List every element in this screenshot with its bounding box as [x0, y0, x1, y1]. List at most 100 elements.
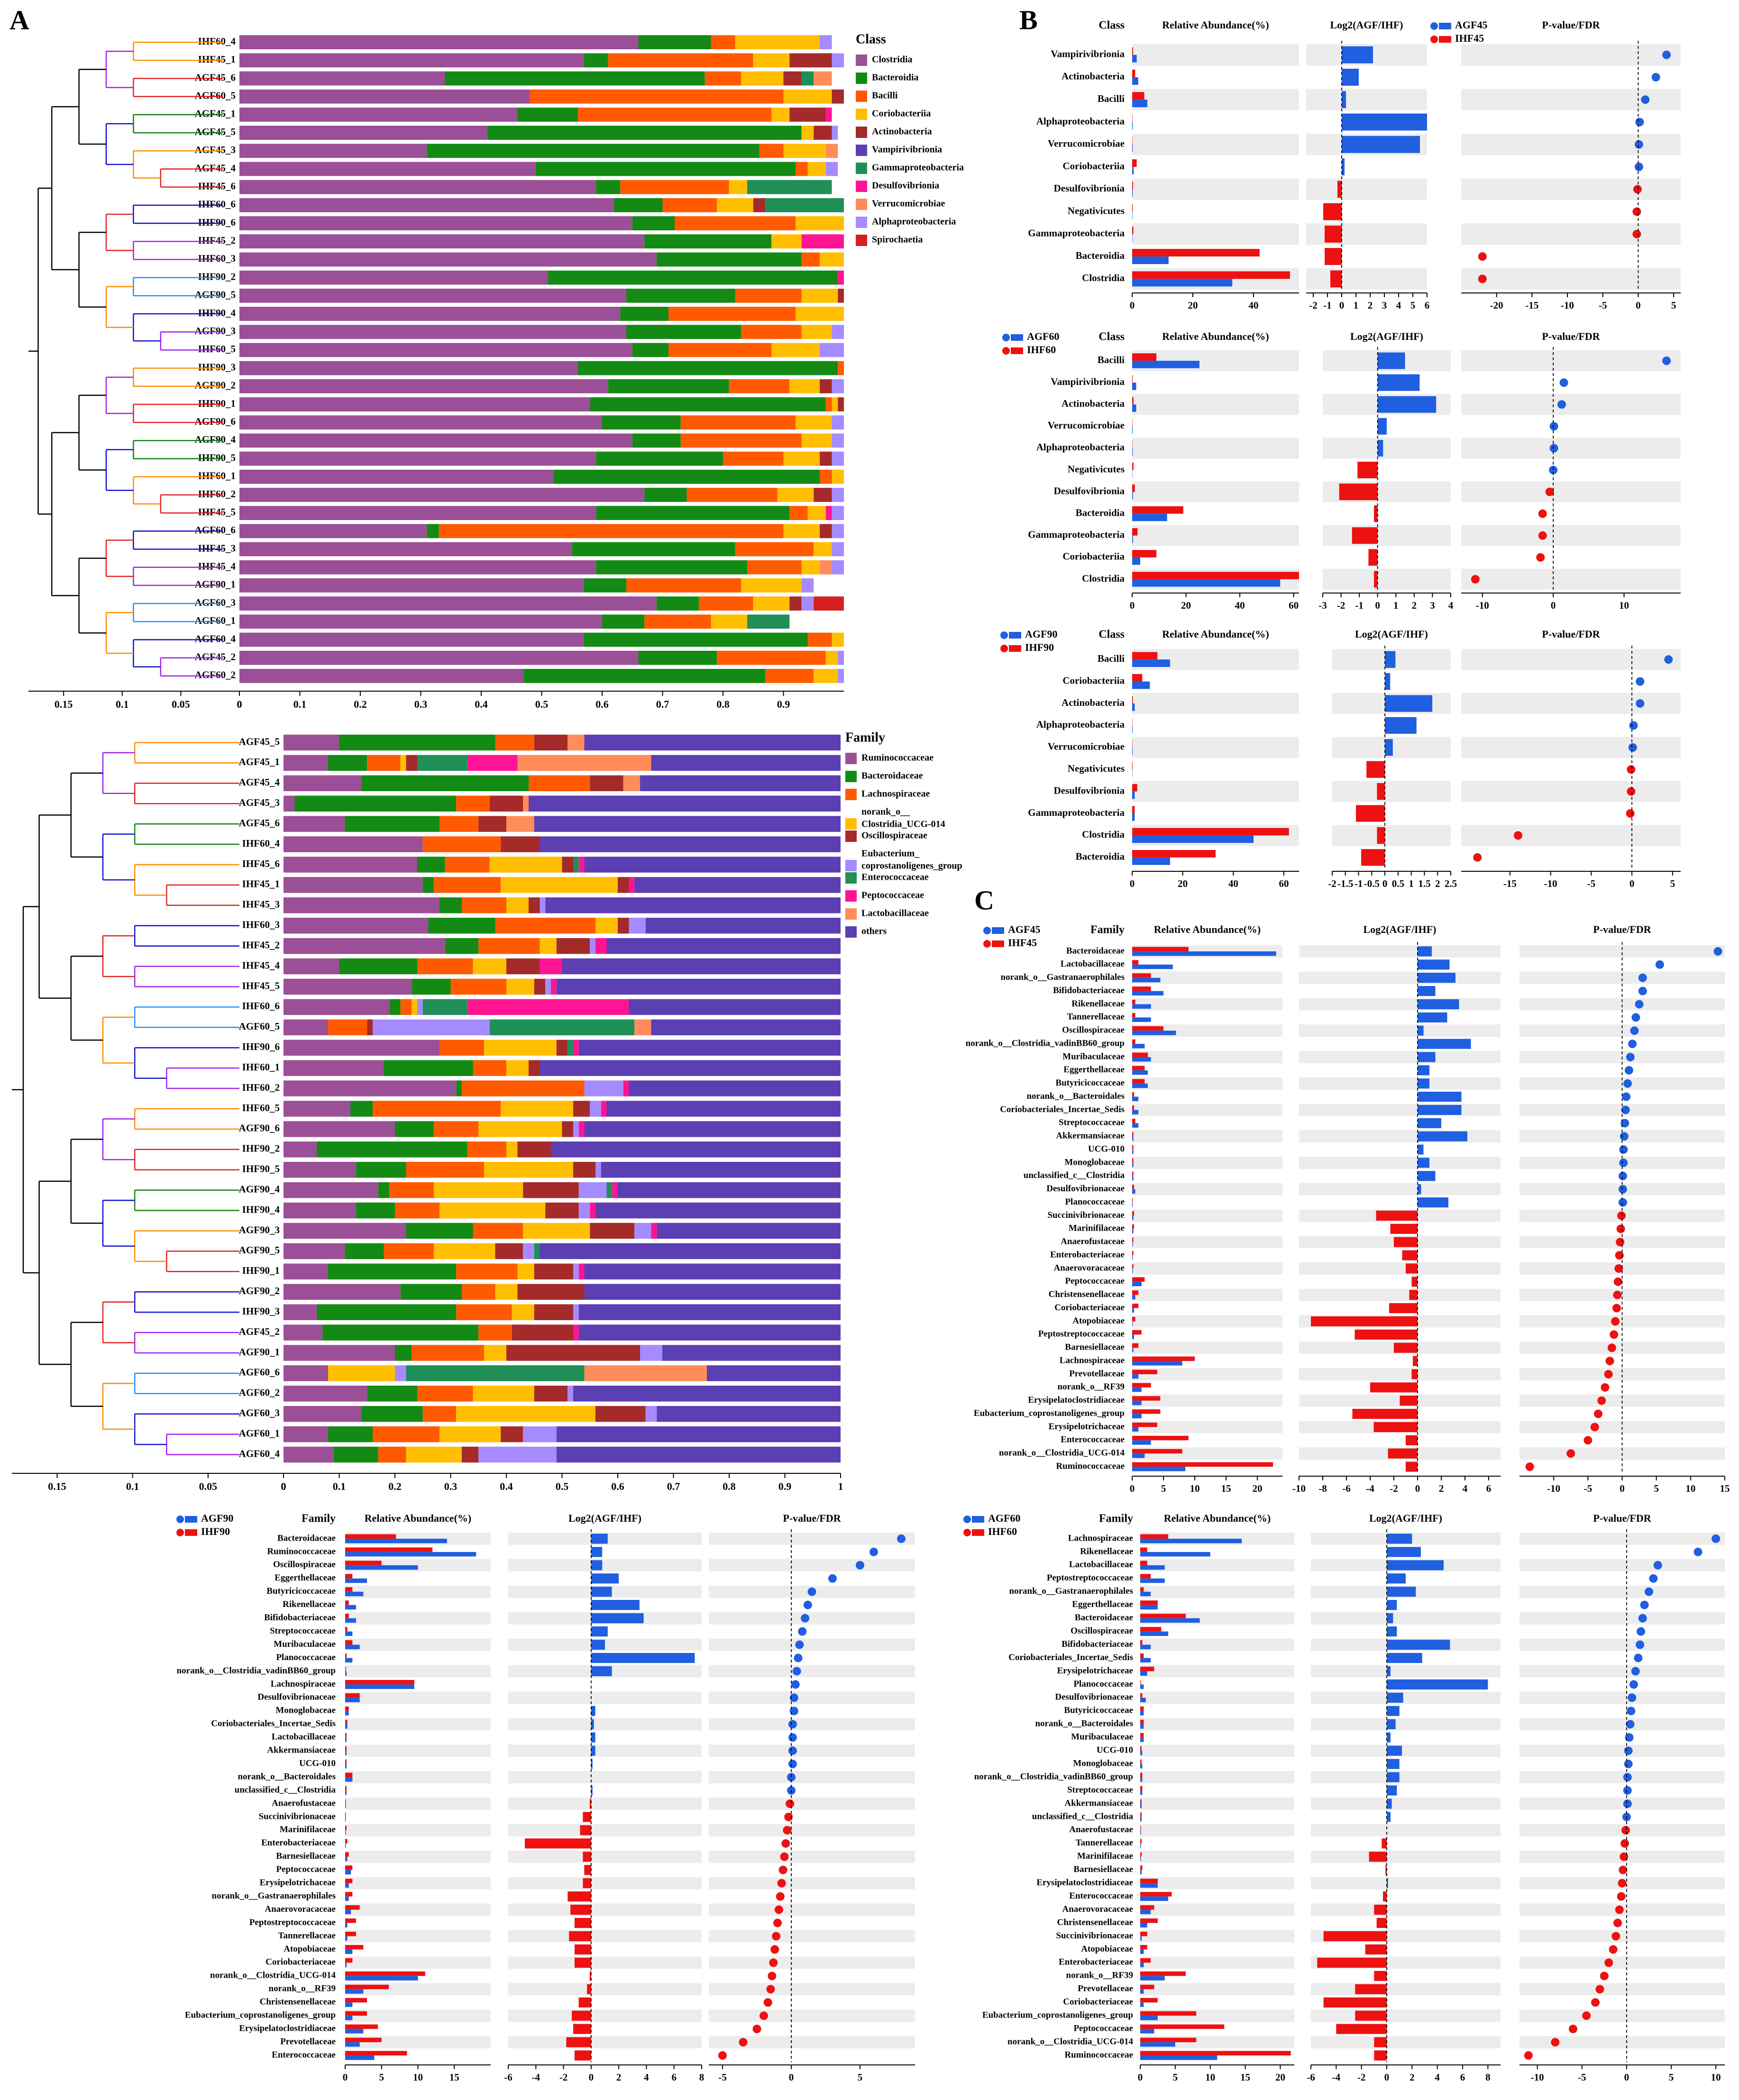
- log2fc-bar: [1330, 270, 1342, 288]
- stack-segment-norank_o__clostridia_ucg-014: [501, 1101, 573, 1117]
- row-stripe: [1461, 394, 1681, 415]
- pvalue-point: [1622, 1092, 1631, 1101]
- log2fc-bar: [591, 1626, 608, 1637]
- sample-label: IHF60_4: [242, 838, 280, 849]
- taxon-label: Streptococcaceae: [270, 1626, 336, 1636]
- stack-segment-norank_o__clostridia_ucg-014: [484, 1345, 506, 1361]
- log2fc-bar: [1376, 1210, 1418, 1221]
- stack-segment-oscillospiraceae: [367, 1019, 373, 1036]
- stack-segment-bacilli: [680, 433, 802, 448]
- stack-segment-ruminococcaceae: [284, 1019, 328, 1036]
- legend-label-a: AGF45: [1008, 923, 1040, 935]
- sample-label: IHF90_1: [242, 1265, 280, 1276]
- taxon-label: norank_o__Clostridia_vadinBB60_group: [177, 1666, 336, 1676]
- log2fc-bar: [591, 1613, 644, 1624]
- fc-axis-tick-label: 0: [1415, 1483, 1420, 1494]
- row-stripe: [1132, 481, 1299, 502]
- pvalue-point: [1615, 1905, 1624, 1914]
- row-stripe: [345, 1665, 491, 1678]
- stack-segment-lachnospiraceae: [439, 816, 479, 832]
- pvalue-point: [770, 1945, 779, 1954]
- fc-axis-tick-label: 4: [1448, 600, 1454, 611]
- stack-segment-clostridia: [239, 126, 487, 140]
- log2fc-bar: [1377, 352, 1405, 369]
- log2fc-bar: [1317, 1957, 1387, 1968]
- stack-segment-bacteroidaceae: [417, 857, 445, 873]
- log2fc-bar: [1394, 1342, 1418, 1353]
- abund-axis-tick-label: 20: [1253, 1483, 1263, 1494]
- legend-swatch: [845, 890, 857, 902]
- abundance-bar-agf90: [345, 1631, 353, 1636]
- taxon-label: Barnesiellaceae: [1073, 1864, 1133, 1874]
- p-axis-tick-label: 5: [1669, 2072, 1674, 2083]
- pvalue-point: [1620, 1839, 1629, 1848]
- stack-segment-coriobacteriia: [771, 234, 802, 249]
- abundance-bar-ihf60: [1140, 1945, 1147, 1950]
- log2fc-bar: [1418, 1078, 1429, 1089]
- fc-axis-tick-label: 2: [1435, 878, 1440, 889]
- stack-segment-lachnospiraceae: [389, 1182, 434, 1198]
- pvalue-point: [766, 1985, 775, 1994]
- taxon-label: Eubacterium_coprostanoligenes_group: [185, 2010, 336, 2020]
- row-stripe: [1132, 1157, 1282, 1169]
- p-axis-tick-label: 10: [1711, 2072, 1721, 2083]
- abundance-bar-agf45: [1132, 1414, 1142, 1419]
- taxon-label: Desulfovibrionaceae: [1055, 1692, 1133, 1702]
- row-stripe: [1140, 1559, 1294, 1571]
- stack-segment-coriobacteriia: [820, 252, 844, 267]
- stack-segment-clostridia: [239, 89, 530, 104]
- sample-label: AGF45_3: [195, 144, 236, 155]
- pvalue-point: [792, 1667, 801, 1676]
- stack-segment-actinobacteria: [820, 451, 832, 466]
- legend-label: Verrucomicrobiae: [872, 199, 945, 209]
- stack-segment-bacteroidia: [590, 397, 826, 411]
- stack-segment-ruminococcaceae: [284, 1426, 328, 1443]
- stack-segment-lachnospiraceae: [434, 877, 501, 893]
- pvalue-point: [776, 1892, 785, 1901]
- log2fc-bar: [1339, 484, 1378, 501]
- row-stripe: [1519, 1956, 1725, 1969]
- stack-segment-coriobacteriia: [771, 107, 790, 122]
- abundance-bar-ihf60: [1140, 1892, 1172, 1897]
- taxon-label: Clostridia: [1082, 573, 1125, 584]
- sample-label: AGF90_1: [195, 579, 236, 590]
- abundance-bar-agf60: [1132, 470, 1133, 478]
- abundance-bar-ihf45: [1132, 114, 1133, 122]
- pvalue-point: [1618, 1171, 1627, 1180]
- tree-axis-tick-label: 0.1: [126, 1480, 139, 1492]
- stack-segment-alphaproteobacteria: [820, 35, 832, 49]
- stack-segment-bacilli: [807, 632, 832, 647]
- row-stripe: [1519, 1983, 1725, 1996]
- row-stripe: [1461, 825, 1681, 846]
- pvalue-point: [1624, 1760, 1633, 1769]
- taxon-label: Barnesiellaceae: [276, 1851, 336, 1861]
- pvalue-point: [1662, 50, 1671, 59]
- log2fc-bar: [591, 1666, 612, 1677]
- abundance-bar-ihf60: [1140, 1587, 1144, 1592]
- stack-segment-ruminococcaceae: [284, 897, 439, 913]
- pvalue-point: [1478, 252, 1487, 261]
- legend-dot-b: [1000, 645, 1008, 652]
- log2fc-bar: [1418, 986, 1436, 996]
- log2fc-bar: [578, 1997, 591, 2008]
- stack-segment-ruminococcaceae: [284, 999, 390, 1015]
- stack-segment-actinobacteria: [789, 53, 832, 68]
- stack-segment-eubacterium_coprostanoligenes_group: [523, 1243, 534, 1260]
- pvalue-point: [1566, 1449, 1575, 1458]
- abundance-bar-ihf60: [1140, 1971, 1186, 1976]
- sample-label: IHF45_2: [198, 235, 236, 246]
- taxon-label: Gammaproteobacteria: [1028, 529, 1125, 540]
- row-stripe: [1140, 1691, 1294, 1704]
- stack-segment-bacilli: [620, 180, 729, 194]
- pvalue-point: [1557, 400, 1566, 409]
- stack-segment-bacteroidia: [487, 126, 802, 140]
- abundance-bar-agf90: [345, 2055, 375, 2060]
- abundance-bar-agf60: [1140, 1923, 1147, 1928]
- row-stripe: [1140, 1798, 1294, 1810]
- pvalue-point: [1664, 655, 1673, 664]
- log2fc-bar: [1387, 1772, 1400, 1782]
- stack-segment-peptococcaceae: [540, 958, 562, 975]
- pvalue-point: [1601, 1383, 1610, 1392]
- row-stripe: [1519, 2009, 1725, 2022]
- stack-segment-others: [562, 958, 841, 975]
